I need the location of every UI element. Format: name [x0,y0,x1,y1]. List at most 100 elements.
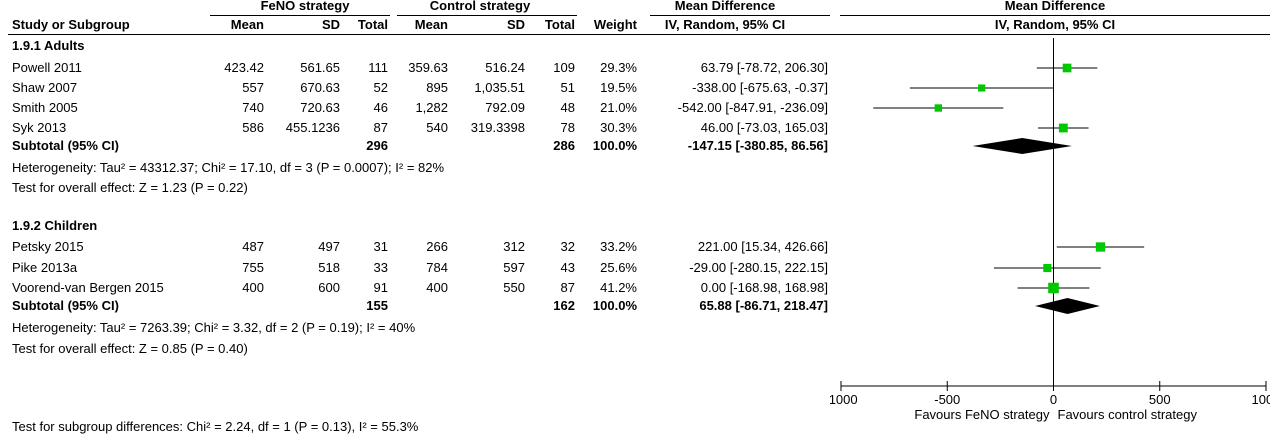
subtotal-label: Subtotal (95% CI) [12,298,119,313]
mean1: 400 [242,280,264,295]
study-name: Syk 2013 [12,120,67,135]
n1: 111 [368,60,388,75]
sd1: 455.1236 [285,120,340,135]
weight: 19.5% [600,80,637,95]
col-sd1-header: SD [321,17,340,32]
mean1: 586 [242,120,264,135]
md-title: Mean Difference [674,0,776,13]
mean1: 557 [242,80,264,95]
n2: 43 [560,260,575,275]
n2: 87 [560,280,575,295]
sd1: 600 [318,280,340,295]
n2: 32 [560,239,575,254]
group2-rule [397,15,577,16]
plot-rule [840,15,1270,16]
sd2: 516.24 [485,60,525,75]
col-sd2-header: SD [506,17,525,32]
study-name: Petsky 2015 [12,239,84,254]
x-tick-label: 1000 [1252,392,1270,407]
ci-text: 0.00 [-168.98, 168.98] [700,280,828,295]
sd2: 1,035.51 [474,80,525,95]
study-name: Smith 2005 [12,100,78,115]
n1: 91 [373,280,388,295]
subgroup-diff-text: Test for subgroup differences: Chi² = 2.… [12,419,419,434]
col-total1-header: Total [357,17,388,32]
col-study-header: Study or Subgroup [12,17,130,32]
sd2: 319.3398 [470,120,525,135]
sd1: 497 [318,239,340,254]
subtotal-n1: 296 [366,138,388,153]
mean2: 784 [426,260,448,275]
forest-plot: -1000 -500 0 500 1000 Favours FeNO strategy Fa… [830,38,1270,422]
col-mean2-header: Mean [414,17,448,32]
subtotal-diamond [1035,298,1100,314]
subtotal-n2: 162 [553,298,575,313]
n2: 78 [560,120,575,135]
mean1: 755 [242,260,264,275]
mean2: 266 [426,239,448,254]
mean1: 487 [242,239,264,254]
weight: 41.2% [600,280,637,295]
n2: 109 [553,60,575,75]
mean2: 895 [426,80,448,95]
point-marker [978,84,986,92]
subtotal-weight: 100.0% [592,138,637,153]
heterogeneity-text: Heterogeneity: Tau² = 43312.37; Chi² = 1… [12,160,445,175]
x-tick-label: 500 [1149,392,1171,407]
favours-right-label: Favours control strategy [1058,407,1198,422]
x-tick-label: -500 [934,392,960,407]
heterogeneity-text: Heterogeneity: Tau² = 7263.39; Chi² = 3.… [12,320,416,335]
overall-effect-text: Test for overall effect: Z = 1.23 (P = 0… [12,180,248,195]
ci-text: -338.00 [-675.63, -0.37] [692,80,828,95]
subtotal-weight: 100.0% [592,298,637,313]
point-marker [1058,123,1068,133]
plot-title: Mean Difference [1004,0,1106,13]
n1: 52 [373,80,388,95]
point-marker [1062,63,1072,73]
plot-method: IV, Random, 95% CI [994,17,1116,32]
sd2: 597 [503,260,525,275]
study-name: Voorend-van Bergen 2015 [12,280,164,295]
ci-text: 63.79 [-78.72, 206.30] [700,60,828,75]
mean2: 359.63 [408,60,448,75]
subtotal-n2: 286 [553,138,575,153]
subgroup-title: 1.9.1 Adults [12,38,85,53]
md-method: IV, Random, 95% CI [664,17,786,32]
sd1: 670.63 [300,80,340,95]
subgroup-title: 1.9.2 Children [12,218,98,233]
subtotal-diamond [972,138,1072,154]
x-tick-label: -1000 [830,392,858,407]
study-name: Pike 2013a [12,260,78,275]
ci-text: -29.00 [-280.15, 222.15] [689,260,828,275]
n1: 31 [373,239,388,254]
header-bottom-rule [8,34,1270,35]
subtotal-ci: -147.15 [-380.85, 86.56] [687,138,828,153]
mean2: 540 [426,120,448,135]
subtotal-n1: 155 [366,298,388,313]
overall-effect-text: Test for overall effect: Z = 0.85 (P = 0… [12,341,248,356]
point-marker [934,104,943,112]
sd1: 720.63 [300,100,340,115]
n2: 51 [560,80,575,95]
ci-text: -542.00 [-847.91, -236.09] [677,100,828,115]
n1: 33 [373,260,388,275]
group1-header: FeNO strategy [260,0,350,13]
weight: 29.3% [600,60,637,75]
ci-text: 46.00 [-73.03, 165.03] [700,120,828,135]
sd2: 312 [503,239,525,254]
group2-header: Control strategy [429,0,531,13]
weight: 33.2% [600,239,637,254]
mean1: 423.42 [224,60,264,75]
mean2: 1,282 [415,100,448,115]
sd1: 518 [318,260,340,275]
mean2: 400 [426,280,448,295]
x-tick-label: 0 [1050,392,1057,407]
md-rule [650,15,830,16]
subtotal-ci: 65.88 [-86.71, 218.47] [699,298,828,313]
n1: 87 [373,120,388,135]
point-marker [1048,282,1059,294]
sd2: 550 [503,280,525,295]
subtotal-label: Subtotal (95% CI) [12,138,119,153]
group1-rule [210,15,390,16]
weight: 30.3% [600,120,637,135]
